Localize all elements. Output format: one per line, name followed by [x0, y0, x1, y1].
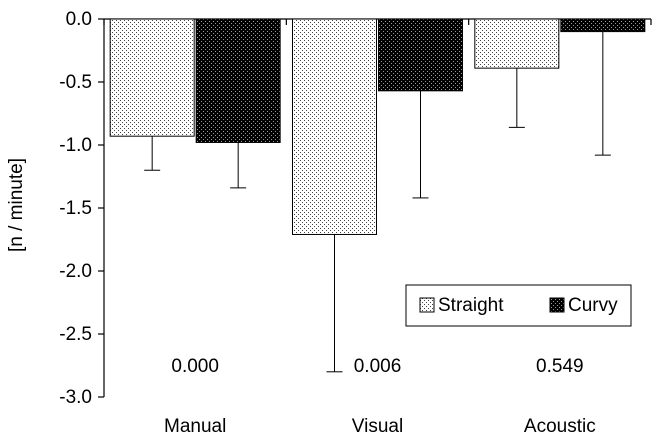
y-tick-label: -1.0	[59, 135, 92, 156]
x-tick-label: Visual	[352, 416, 403, 437]
legend-label-straight: Straight	[438, 295, 504, 316]
p-value-label: 0.000	[171, 356, 219, 377]
x-tick-label: Manual	[164, 416, 226, 437]
bar-curvy-manual	[195, 18, 281, 143]
y-tick-label: -3.0	[59, 387, 92, 408]
y-tick-label: -2.0	[59, 261, 92, 282]
legend: Straight Curvy	[405, 284, 632, 327]
bar-straight-visual	[292, 18, 377, 235]
bar-straight-manual	[109, 18, 195, 137]
legend-box	[405, 284, 632, 327]
bars	[109, 18, 646, 235]
y-tick-label: -0.5	[59, 72, 92, 93]
y-tick-label: -2.5	[59, 324, 92, 345]
bar-curvy-visual	[378, 18, 463, 92]
bar-curvy-acoustic	[560, 18, 646, 33]
p-value-label: 0.006	[354, 356, 402, 377]
y-tick-label: 0.0	[66, 9, 92, 30]
legend-swatch-curvy	[549, 297, 565, 313]
y-tick-label: -1.5	[59, 198, 92, 219]
error-bars	[144, 31, 611, 373]
y-axis-title: [n / minute]	[6, 158, 27, 252]
axes: 0.0 -0.5 -1.0 -1.5 -2.0 -2.5 -3.0 Manual 0.000 Vi…	[59, 9, 652, 437]
x-tick-label: Acoustic	[524, 416, 596, 437]
p-value-label: 0.549	[536, 356, 584, 377]
legend-swatch-straight	[419, 297, 435, 313]
legend-label-curvy: Curvy	[568, 295, 618, 316]
bar-straight-acoustic	[474, 18, 560, 69]
